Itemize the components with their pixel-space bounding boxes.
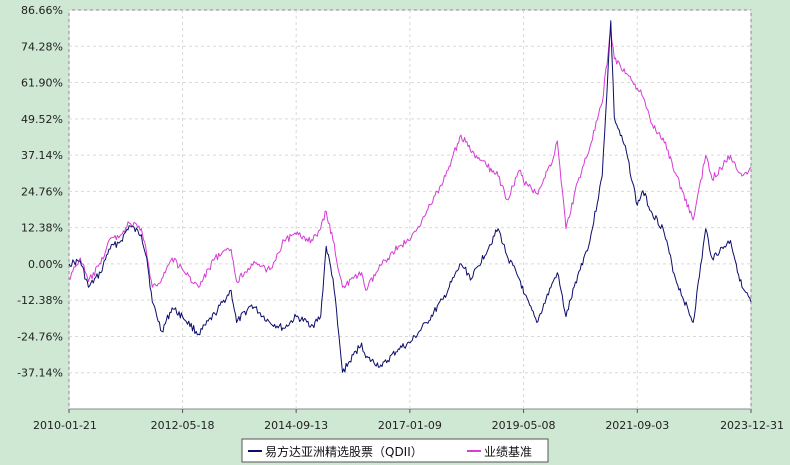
y-tick-label: 74.28% (21, 40, 63, 53)
y-axis: 86.66% 74.28% 61.90% 49.52% 37.14% 24.76% 12.3… (17, 4, 63, 380)
y-tick-label: 0.00% (28, 258, 63, 271)
y-tick-label: 37.14% (21, 149, 63, 162)
x-tick-label: 2014-09-13 (264, 419, 328, 432)
legend-box (241, 438, 549, 463)
y-tick-label: -37.14% (17, 367, 63, 380)
legend: 易方达亚洲精选股票（QDII） 业绩基准 (241, 438, 549, 463)
y-tick-label: -24.76% (17, 330, 63, 343)
x-tick-label: 2021-09-03 (605, 419, 669, 432)
x-axis: 2010-01-21 2012-05-18 2014-09-13 2017-01-09… (33, 409, 784, 432)
y-tick-label: 24.76% (21, 185, 63, 198)
x-tick-label: 2023-12-31 (720, 419, 784, 432)
legend-label-fund: 易方达亚洲精选股票（QDII） (265, 444, 423, 459)
x-tick-label: 2010-01-21 (33, 419, 97, 432)
series-layer (68, 20, 752, 373)
y-tick-label: 49.52% (21, 113, 63, 126)
x-tick-label: 2012-05-18 (151, 419, 215, 432)
legend-label-benchmark: 业绩基准 (484, 445, 532, 459)
series-line-fund (68, 20, 752, 373)
x-tick-label: 2017-01-09 (378, 419, 442, 432)
grid-lines (68, 9, 752, 409)
y-tick-label: -12.38% (17, 294, 63, 307)
y-tick-label: 86.66% (21, 4, 63, 17)
series-line-benchmark (68, 29, 752, 291)
y-tick-label: 61.90% (21, 77, 63, 90)
x-tick-label: 2019-05-08 (492, 419, 556, 432)
y-tick-label: 12.38% (21, 222, 63, 235)
